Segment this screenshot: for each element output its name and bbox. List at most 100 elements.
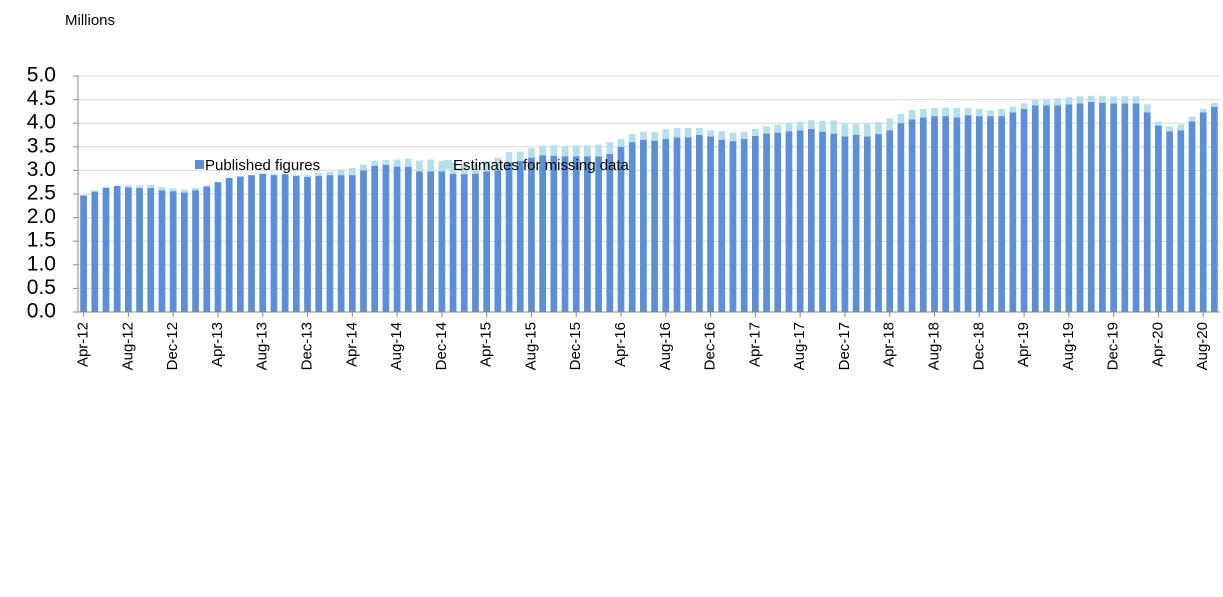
bar-segment	[696, 135, 703, 312]
bar-segment	[136, 185, 143, 188]
bar-segment	[136, 187, 143, 312]
bar-segment	[1009, 106, 1017, 113]
bar-segment	[1087, 95, 1095, 102]
bar-segment	[1065, 104, 1073, 312]
bar-segment	[1009, 112, 1017, 313]
legend-swatch	[443, 160, 452, 169]
bar-segment	[472, 173, 479, 312]
bar-segment	[931, 108, 938, 117]
bar-segment	[348, 175, 356, 312]
bar-segment	[640, 139, 647, 312]
bar-segment	[1143, 112, 1151, 313]
bar-segment	[203, 185, 211, 187]
x-tick-label: Aug-12	[119, 322, 136, 370]
bar-segment	[807, 128, 815, 312]
bar-segment	[1155, 121, 1162, 126]
bar-segment	[729, 141, 737, 312]
bar-segment	[281, 174, 289, 312]
bar-segment	[740, 131, 748, 139]
bar-segment	[1199, 109, 1207, 113]
bar-segment	[584, 156, 591, 312]
bar-segment	[606, 142, 614, 154]
y-tick-label: 2.0	[27, 205, 56, 228]
bar-segment	[1099, 95, 1106, 103]
x-tick-label: Apr-15	[478, 322, 495, 367]
bar-segment	[752, 135, 759, 312]
bar-segment	[1211, 106, 1218, 313]
bar-segment	[852, 135, 860, 312]
bar-segment	[975, 109, 983, 117]
bar-segment	[696, 127, 703, 135]
bar-segment	[539, 145, 546, 156]
y-tick-label: 3.0	[27, 158, 56, 181]
bar-segment	[102, 187, 110, 312]
bar-segment	[326, 171, 334, 176]
x-tick-label: Aug-17	[791, 322, 808, 370]
bar-segment	[584, 145, 591, 157]
x-tick-label: Aug-19	[1060, 322, 1077, 370]
bar-segment	[774, 124, 782, 133]
bar-segment	[416, 160, 423, 172]
bar-segment	[752, 128, 759, 136]
x-tick-label: Dec-14	[433, 322, 450, 370]
x-tick-label: Dec-13	[298, 322, 315, 370]
legend-label: Published figures	[205, 157, 320, 174]
bar-segment	[886, 118, 894, 131]
bar-segment	[147, 187, 155, 312]
bar-segment	[147, 185, 155, 188]
bar-segment	[919, 109, 927, 118]
bar-segment	[897, 113, 905, 124]
bar-segment	[662, 129, 670, 139]
bar-segment	[1188, 121, 1196, 312]
bar-segment	[494, 157, 502, 171]
bar-segment	[1177, 124, 1185, 131]
bar-segment	[875, 122, 882, 135]
bar-segment	[292, 176, 300, 312]
x-tick-label: Dec-18	[970, 322, 987, 370]
bar-segment	[707, 130, 714, 137]
bar-segment	[774, 132, 782, 312]
bar-segment	[1121, 103, 1129, 312]
bar-segment	[852, 124, 860, 135]
bar-segment	[438, 160, 446, 172]
x-tick-label: Aug-15	[522, 322, 539, 370]
bar-segment	[1177, 130, 1185, 312]
bar-segment	[595, 156, 602, 312]
bar-segment	[785, 122, 793, 132]
bar-segment	[1043, 99, 1050, 106]
bar-segment	[472, 164, 479, 174]
bar-segment	[830, 120, 838, 134]
bar-segment	[203, 186, 211, 312]
bar-segment	[651, 132, 658, 141]
bar-segment	[785, 131, 793, 312]
chart-title: Millions	[65, 12, 115, 29]
bar-segment	[875, 134, 882, 312]
bar-segment	[539, 155, 546, 312]
bar-segment	[684, 137, 692, 312]
bar-segment	[819, 131, 826, 312]
bar-segment	[942, 107, 950, 117]
bar-segment	[113, 185, 121, 312]
bar-segment	[1132, 103, 1140, 312]
bar-segment	[1054, 105, 1062, 312]
bar-segment	[819, 120, 826, 132]
bar-segment	[1110, 103, 1117, 312]
y-tick-label: 1.0	[27, 252, 56, 275]
bar-segment	[1110, 96, 1117, 104]
bar-segment	[807, 120, 815, 129]
bar-segment	[169, 191, 177, 312]
bar-segment	[382, 164, 390, 312]
bar-segment	[841, 136, 849, 312]
bar-segment	[259, 173, 267, 312]
x-tick-label: Apr-19	[1015, 322, 1032, 367]
bar-segment	[1020, 109, 1028, 312]
bar-segment	[236, 176, 244, 312]
bar-segment	[360, 170, 367, 312]
bar-segment	[483, 171, 491, 312]
bar-segment	[998, 116, 1006, 313]
bar-segment	[1087, 101, 1095, 313]
bar-segment	[942, 116, 950, 313]
bar-segment	[382, 160, 390, 165]
bar-segment	[718, 139, 726, 312]
bar-segment	[270, 175, 278, 312]
